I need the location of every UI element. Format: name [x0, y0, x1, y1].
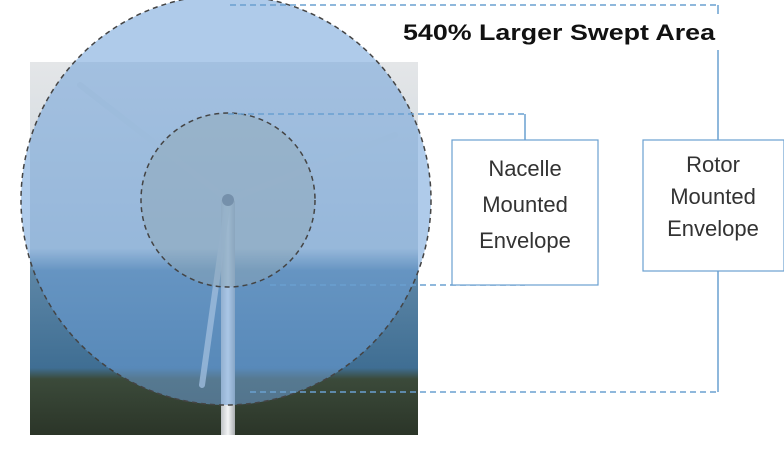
nacelle-label: Envelope — [479, 228, 571, 253]
nacelle-envelope — [141, 113, 315, 287]
nacelle-label: Nacelle — [488, 156, 561, 181]
diagram: 540% Larger Swept Area Nacelle Mounted E… — [0, 0, 784, 462]
rotor-label: Envelope — [667, 216, 759, 241]
title: 540% Larger Swept Area — [403, 20, 716, 45]
rotor-label: Mounted — [670, 184, 756, 209]
rotor-label: Rotor — [686, 152, 740, 177]
nacelle-label: Mounted — [482, 192, 568, 217]
